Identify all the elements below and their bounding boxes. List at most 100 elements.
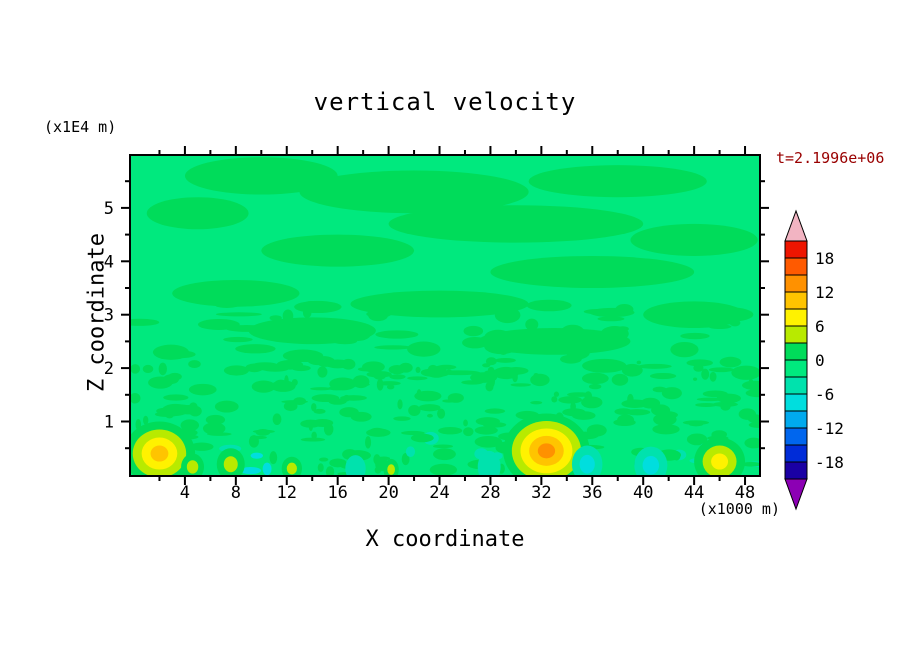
contour-region xyxy=(405,446,416,458)
contour-region xyxy=(719,356,742,368)
contour-region xyxy=(656,411,678,419)
contour-region xyxy=(615,304,634,315)
contour-region xyxy=(446,369,452,374)
contour-region xyxy=(588,383,602,390)
contour-region xyxy=(563,330,573,346)
updraft-contour xyxy=(387,464,395,475)
contour-region xyxy=(558,396,583,404)
updraft-contour xyxy=(537,443,556,459)
contour-region xyxy=(408,310,435,315)
colorbar-band xyxy=(784,291,808,310)
contour-region xyxy=(215,302,239,308)
contour-region xyxy=(188,383,217,396)
contour-region xyxy=(287,322,321,329)
contour-region xyxy=(442,399,456,403)
contour-region xyxy=(484,338,518,355)
contour-region xyxy=(433,444,453,449)
contour-region xyxy=(294,300,342,314)
contour-region xyxy=(162,374,180,385)
contour-region xyxy=(535,337,551,348)
contour-region xyxy=(397,399,403,410)
contour-region xyxy=(567,392,591,397)
colorbar-band xyxy=(784,342,808,361)
contour-region xyxy=(164,350,196,359)
contour-region xyxy=(248,435,259,448)
contour-region xyxy=(142,364,154,374)
contour-region xyxy=(374,345,412,350)
contour-region xyxy=(269,315,282,321)
contour-region xyxy=(720,403,731,411)
updraft-contour xyxy=(711,453,729,470)
contour-region xyxy=(317,366,328,378)
contour-region xyxy=(533,372,539,378)
x-tick-label: 32 xyxy=(531,483,551,503)
contour-region xyxy=(261,234,415,267)
contour-region xyxy=(340,395,367,401)
contour-region xyxy=(418,404,441,412)
contour-region xyxy=(637,363,672,369)
contour-region xyxy=(319,321,356,329)
contour-region xyxy=(167,404,193,413)
contour-region xyxy=(530,373,550,387)
plot-title: vertical velocity xyxy=(313,88,577,116)
contour-region xyxy=(586,424,607,437)
contour-region xyxy=(235,344,276,354)
contour-region xyxy=(551,396,558,403)
contour-region xyxy=(393,416,411,421)
contour-region xyxy=(611,373,629,386)
contour-region xyxy=(279,333,300,343)
x-tick-label: 24 xyxy=(429,483,449,503)
contour-region xyxy=(146,197,249,230)
contour-region xyxy=(317,463,324,473)
contour-region xyxy=(437,408,446,419)
contour-region xyxy=(689,307,712,317)
contour-region xyxy=(656,419,671,425)
contour-region xyxy=(323,422,334,436)
contour-region xyxy=(365,436,372,449)
colorbar-label: 0 xyxy=(815,351,825,370)
contour-region xyxy=(490,255,695,288)
contour-region xyxy=(525,318,539,331)
contour-region xyxy=(158,362,167,376)
contour-region xyxy=(731,365,760,380)
contour-region xyxy=(388,364,406,375)
colorbar-label: -18 xyxy=(815,453,844,472)
contour-region xyxy=(614,408,633,415)
contour-region xyxy=(488,298,500,314)
contour-region xyxy=(649,372,677,380)
contour-region xyxy=(709,371,717,382)
contour-region xyxy=(262,462,272,476)
contour-region xyxy=(597,316,625,322)
contour-region xyxy=(474,426,498,435)
contour-region xyxy=(530,400,543,405)
contour-region xyxy=(504,367,529,375)
contour-region xyxy=(463,325,484,337)
contour-region xyxy=(373,373,386,380)
contour-region xyxy=(636,360,642,365)
x-tick-label: 12 xyxy=(277,483,297,503)
contour-region xyxy=(375,330,419,339)
contour-region xyxy=(163,394,189,401)
contour-region xyxy=(302,307,312,318)
colorbar-band xyxy=(784,410,808,429)
contour-field xyxy=(130,155,760,476)
colorbar-band xyxy=(784,240,808,259)
contour-region xyxy=(362,361,385,373)
contour-region xyxy=(433,448,456,461)
x-tick-label: 16 xyxy=(327,483,347,503)
contour-region xyxy=(282,309,294,323)
contour-region xyxy=(553,391,560,397)
time-label: t=2.1996e+06 xyxy=(776,149,885,167)
contour-region xyxy=(313,408,326,414)
contour-region xyxy=(281,400,308,404)
colorbar-band xyxy=(784,427,808,446)
contour-region xyxy=(407,341,441,357)
contour-region xyxy=(474,435,503,448)
contour-region xyxy=(188,402,198,412)
x-tick-label: 4 xyxy=(180,483,190,503)
contour-region xyxy=(268,367,285,371)
contour-region xyxy=(693,364,704,372)
contour-region xyxy=(495,357,516,363)
contour-region xyxy=(621,363,643,377)
